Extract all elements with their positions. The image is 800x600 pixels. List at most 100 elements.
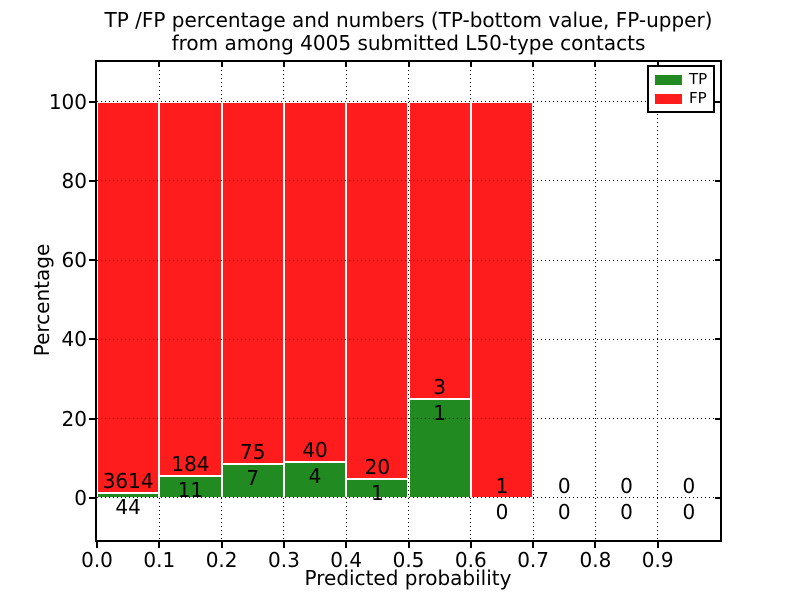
x-tick-mark-bottom [345,542,348,548]
y-tick-label: 40 [61,327,87,352]
fp-count-label: 0 [620,473,633,498]
tp-count-label: 0 [682,499,696,524]
legend-entry-label: FP [689,89,707,107]
fp-count-label: 75 [240,440,266,465]
x-tick-mark-top [158,62,161,67]
legend-entry: FP [655,91,707,106]
x-tick-label: 0.9 [641,548,674,572]
legend: TP FP [647,65,715,113]
gridline-horizontal [97,259,720,261]
x-tick-mark-top [532,62,535,67]
tp-count-label: 4 [308,463,322,488]
tp-count-label: 7 [246,466,260,491]
x-tick-mark-bottom [407,542,410,548]
y-tick-mark-right [715,338,720,341]
y-tick-mark-left [89,338,95,341]
tp-count-label: 44 [115,495,141,520]
x-tick-mark-bottom [532,542,535,548]
tp-count-label: 1 [370,480,384,505]
legend-entry: TP [655,72,707,87]
x-axis-label: Predicted probability [304,566,512,590]
fp-count-label: 20 [364,454,391,479]
tp-count-label: 11 [177,477,204,502]
tp-legend-swatch [655,74,682,85]
legend-entry-label: TP [689,70,708,88]
y-tick-label: 100 [48,89,87,114]
gridline-horizontal [97,497,720,499]
fp-count-label: 1 [495,473,509,498]
x-tick-mark-top [282,62,285,67]
gridline-vertical [657,62,659,540]
x-tick-label: 0.8 [579,548,612,572]
y-tick-label: 0 [74,485,87,510]
x-tick-label: 0.3 [267,548,300,572]
tp-count-label: 0 [557,499,571,524]
x-tick-mark-bottom [158,542,161,548]
gridline-vertical [532,62,534,540]
x-tick-mark-bottom [220,542,223,548]
gridline-vertical [594,62,596,540]
fp-count-label: 40 [302,437,328,462]
y-tick-mark-right [715,179,720,182]
bar-fp-segment [408,101,471,399]
bar-fp-segment [470,101,534,498]
tp-count-label: 0 [495,499,509,524]
x-tick-mark-bottom [469,542,472,548]
x-tick-mark-top [407,62,410,67]
x-tick-label: 0.1 [143,548,176,572]
gridline-horizontal [97,101,720,103]
bar-tp-segment [159,475,222,498]
y-tick-label: 60 [61,248,87,273]
y-tick-mark-left [89,417,95,420]
x-tick-label: 0.2 [205,548,238,572]
tp-count-label: 0 [620,499,633,524]
fp-count-label: 184 [171,451,210,476]
x-tick-label: 0.7 [517,548,549,572]
gridline-horizontal [97,180,720,182]
y-tick-mark-left [89,100,95,103]
tp-count-label: 1 [433,400,447,425]
x-tick-label: 0.6 [454,548,487,572]
bar-fp-segment [221,101,284,465]
y-tick-mark-right [715,417,720,420]
x-tick-mark-bottom [282,542,285,548]
y-tick-mark-right [715,259,720,262]
chart-title-line1: TP /FP percentage and numbers (TP-bottom… [104,8,713,32]
fp-count-label: 0 [557,473,571,498]
y-tick-mark-right [715,100,720,103]
bar-fp-segment [159,101,222,476]
x-tick-label: 0.4 [330,548,363,572]
chart-title: TP /FP percentage and numbers (TP-bottom… [97,9,720,55]
y-tick-label: 20 [61,406,87,431]
x-tick-mark-top [469,62,472,67]
fp-count-label: 3614 [102,469,154,494]
y-tick-mark-right [715,496,720,499]
x-tick-label: 0.5 [392,548,425,572]
bar-tp-segment [283,461,347,498]
chart-title-line2: from among 4005 submitted L50-type conta… [171,31,646,55]
fp-legend-swatch [655,93,682,104]
bar-fp-segment [283,101,347,462]
x-tick-mark-top [656,62,659,67]
y-tick-mark-left [89,179,95,182]
bar-tp-segment [408,398,471,498]
fp-count-label: 0 [682,473,696,498]
bar-fp-segment [97,101,160,494]
x-tick-mark-top [594,62,597,67]
x-tick-mark-top [345,62,348,67]
x-tick-label: 0.0 [81,548,113,572]
bar-tp-segment [346,478,409,498]
x-tick-mark-top [220,62,223,67]
bar-fp-segment [346,101,409,479]
y-tick-mark-left [89,496,95,499]
x-tick-mark-bottom [96,542,98,548]
bar-tp-segment [221,464,284,498]
gridline-horizontal [97,418,720,420]
plot-area: TP FP 3614 44 184 11 75 7 40 4 20 1 3 1 1 0 0 0 0 0 0 0 [97,62,720,540]
fp-count-label: 3 [433,374,447,399]
x-tick-mark-bottom [656,542,659,548]
y-tick-label: 80 [61,168,87,193]
y-tick-mark-left [89,259,95,262]
x-tick-mark-bottom [594,542,597,548]
